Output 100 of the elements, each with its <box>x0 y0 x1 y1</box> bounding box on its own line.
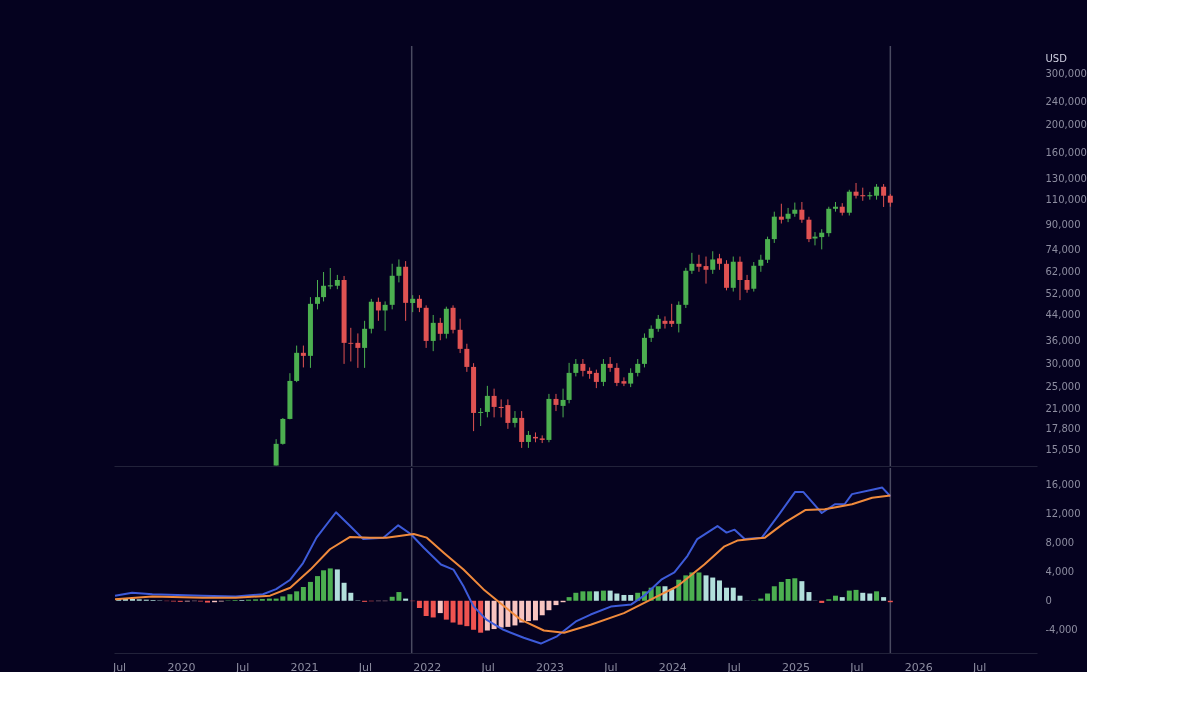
bar <box>669 589 675 601</box>
candlestick <box>806 216 812 243</box>
bar <box>600 590 606 601</box>
y-tick-label: 0 <box>1045 595 1052 607</box>
y-tick-label: 30,000 <box>1045 357 1081 369</box>
candlestick <box>491 388 497 418</box>
x-tick-label: Jul <box>111 660 127 674</box>
candlestick <box>689 252 695 275</box>
bar <box>874 591 880 601</box>
y-tick-label: 12,000 <box>1045 508 1081 520</box>
candlestick <box>662 315 668 330</box>
bar <box>450 600 456 623</box>
x-tick-label: 2025 <box>781 660 810 674</box>
candlestick <box>819 228 825 250</box>
bar <box>716 580 722 601</box>
candlestick <box>785 207 791 223</box>
bar <box>806 592 812 601</box>
candlestick <box>600 358 606 387</box>
candlestick <box>457 318 463 354</box>
candlestick <box>437 317 443 341</box>
x-tick-label: 2024 <box>658 660 687 674</box>
candlestick <box>273 438 279 467</box>
candlestick <box>703 256 709 285</box>
candlestick <box>512 410 518 428</box>
candlestick <box>580 358 586 377</box>
bar <box>853 589 859 601</box>
y-tick-label: 36,000 <box>1045 334 1081 346</box>
x-tick-label: 2022 <box>413 660 442 674</box>
candlestick <box>315 279 320 310</box>
y-tick-label: 200,000 <box>1045 118 1087 130</box>
y-tick-label: 44,000 <box>1045 309 1081 321</box>
bar <box>416 600 422 609</box>
candlestick <box>621 376 627 387</box>
bar <box>443 600 449 620</box>
x-tick-label: Jul <box>972 660 987 674</box>
bar <box>758 598 764 601</box>
y-tick-label: 74,000 <box>1045 244 1081 256</box>
bar <box>621 594 627 601</box>
candlestick <box>799 201 805 224</box>
candlestick <box>765 236 771 264</box>
bar <box>484 600 490 631</box>
y-tick-label: 8,000 <box>1045 537 1075 549</box>
bar <box>724 587 730 601</box>
candlestick <box>396 258 402 283</box>
y-tick-label: 300,000 <box>1045 67 1087 79</box>
y-tick-label: 160,000 <box>1045 147 1087 159</box>
bar <box>532 600 538 621</box>
y-tick-label: 52,000 <box>1045 288 1081 300</box>
candlestick <box>464 343 470 373</box>
bar <box>867 593 873 601</box>
candlestick <box>430 314 436 352</box>
bar <box>593 591 599 601</box>
candlestick <box>846 189 852 216</box>
y-tick-label: 21,000 <box>1045 402 1081 414</box>
candlestick <box>669 303 675 328</box>
y-tick-label: 110,000 <box>1045 194 1087 206</box>
bar <box>430 600 436 618</box>
candlestick <box>478 407 484 427</box>
bar <box>839 597 845 601</box>
y-tick-label: 4,000 <box>1045 566 1075 578</box>
bar <box>778 581 784 601</box>
bar <box>478 600 484 633</box>
candlestick <box>614 362 620 387</box>
candlestick <box>362 320 368 369</box>
bar <box>580 591 586 601</box>
x-tick-label: 2023 <box>536 660 565 674</box>
y-tick-label: 25,000 <box>1045 380 1081 392</box>
x-tick-label: Jul <box>357 660 373 674</box>
candlestick <box>553 393 559 412</box>
candlestick <box>737 256 743 301</box>
candlestick <box>724 259 730 291</box>
bar <box>553 600 559 606</box>
candlestick <box>628 367 634 388</box>
y-tick-label: 15,050 <box>1045 444 1081 456</box>
candlestick <box>676 300 682 333</box>
candlestick <box>593 369 599 389</box>
bar <box>819 600 825 603</box>
x-tick-label: 2021 <box>290 660 319 674</box>
bar <box>628 594 634 601</box>
x-tick-label: Jul <box>235 660 250 674</box>
y-tick-label: 130,000 <box>1045 173 1087 185</box>
y-tick-label: 17,800 <box>1045 423 1081 435</box>
bar <box>833 595 839 601</box>
candlestick <box>375 297 381 322</box>
x-tick-label: 2020 <box>167 660 196 674</box>
candlestick <box>321 271 327 302</box>
x-tick-label: Jul <box>480 660 495 674</box>
x-tick-label: 2026 <box>904 660 933 674</box>
bar <box>437 600 443 614</box>
bar <box>860 592 866 601</box>
candlestick <box>450 304 456 334</box>
y-tick-label: 90,000 <box>1045 219 1081 231</box>
candlestick <box>484 385 490 418</box>
candlestick <box>771 211 777 244</box>
bar <box>587 591 593 601</box>
y-tick-label: 62,000 <box>1045 266 1081 278</box>
candlestick <box>348 327 354 362</box>
bar <box>334 569 340 601</box>
candlestick <box>881 183 887 208</box>
bar <box>300 586 306 601</box>
